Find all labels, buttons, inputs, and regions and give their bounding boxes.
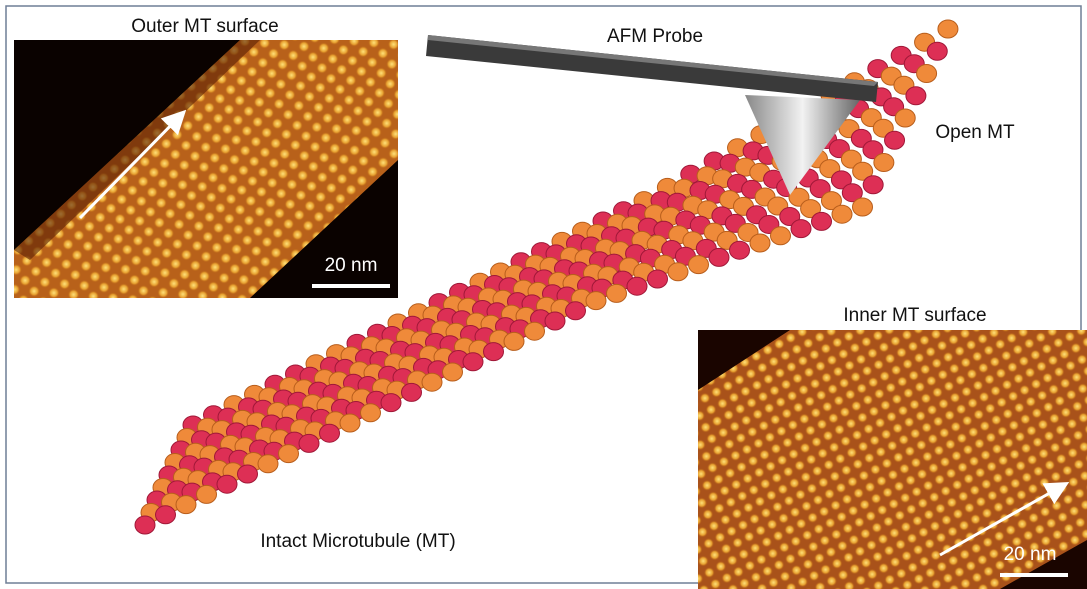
tubulin [927,42,947,60]
tubulin [238,465,258,483]
tubulin [320,424,340,442]
tubulin [709,248,729,266]
panel-title: Outer MT surface [131,16,278,37]
tubulin [689,256,709,274]
intact-label: Intact Microtubule (MT) [260,531,455,552]
tubulin [402,383,422,401]
tubulin [525,322,545,340]
open-label: Open MT [935,122,1015,143]
tubulin [484,343,504,361]
tubulin [176,496,196,514]
tubulin [771,227,791,245]
tubulin [791,220,811,238]
tubulin [217,475,237,493]
tubulin [504,332,524,350]
tubulin [340,414,360,432]
tubulin [812,212,832,230]
tubulin [917,65,937,83]
scale-label: 20 nm [325,255,378,276]
tubulin [863,176,883,194]
tubulin [938,20,958,38]
tubulin [586,292,606,310]
tubulin [463,353,483,371]
tubulin [361,404,381,422]
probe-label: AFM Probe [607,26,703,47]
tubulin [885,131,905,149]
panel-title: Inner MT surface [843,305,986,326]
tubulin [566,302,586,320]
tubulin [627,277,647,295]
tubulin [874,154,894,172]
tubulin [156,506,176,524]
tubulin [135,516,155,534]
tubulin [443,363,463,381]
tubulin [258,455,278,473]
tubulin [750,234,770,252]
scale-label: 20 nm [1004,544,1057,565]
tubulin [853,198,873,216]
tubulin [895,109,915,127]
tubulin [197,485,217,503]
tubulin [648,270,668,288]
tubulin [832,205,852,223]
tubulin [279,445,299,463]
tubulin [906,87,926,105]
tubulin [668,263,688,281]
tubulin [545,312,565,330]
tubulin [299,434,319,452]
tubulin [607,284,627,302]
tubulin [381,394,401,412]
tubulin [730,241,750,259]
tubulin [422,373,442,391]
figure: 20 nm Outer MT surface 20 nm Inner MT su… [0,0,1087,589]
